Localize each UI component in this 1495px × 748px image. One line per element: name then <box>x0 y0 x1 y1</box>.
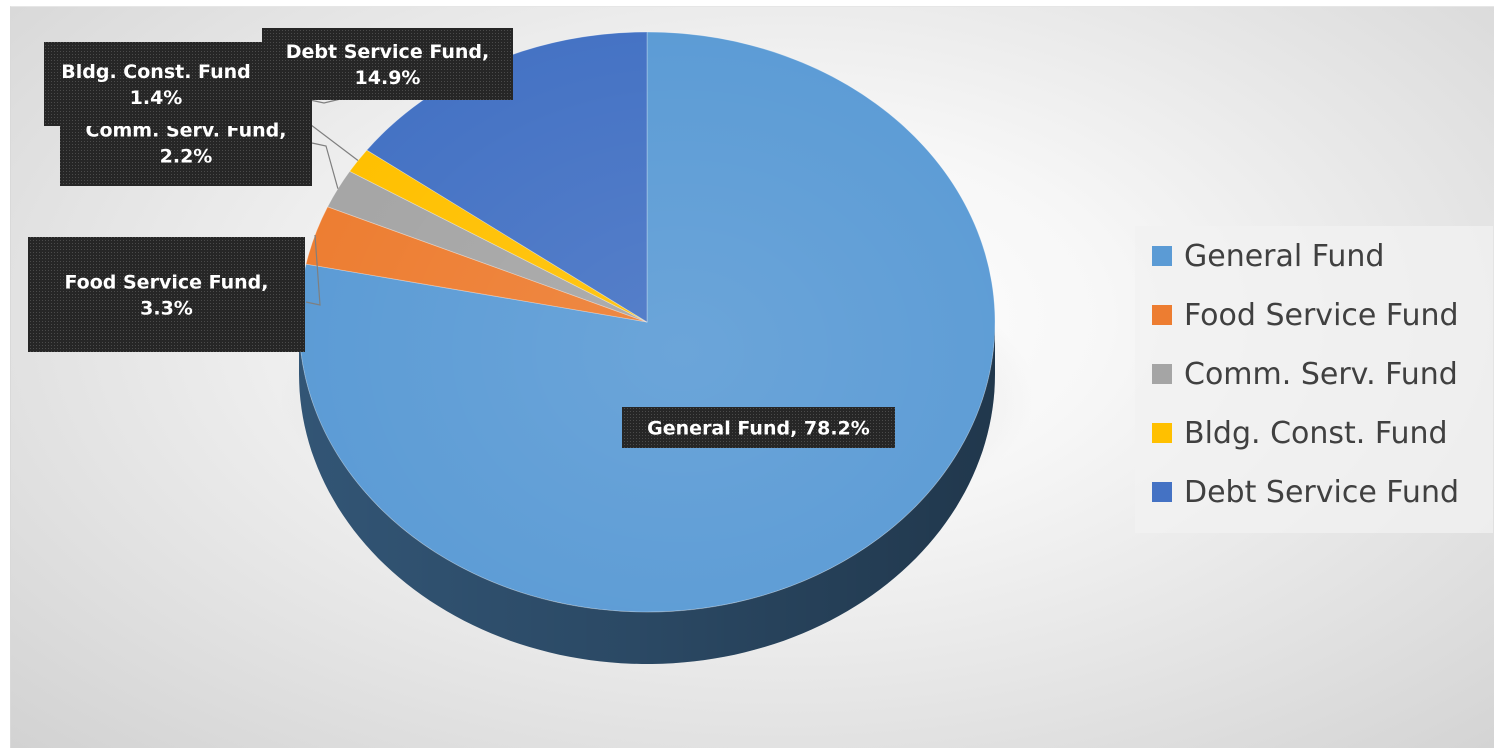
leader-line-food-service-fund <box>305 234 321 306</box>
data-label-text: General Fund, 78.2% <box>647 418 870 440</box>
data-label-box <box>622 407 895 448</box>
data-label-food-service-fund: Food Service Fund, 3.3% <box>28 237 305 352</box>
data-label-debt-service-fund: Debt Service Fund, 14.9% <box>262 28 513 100</box>
data-label-box <box>28 237 305 352</box>
data-label-general-fund: General Fund, 78.2% <box>622 407 895 448</box>
data-label-text: 14.9% <box>355 67 421 89</box>
legend-item-debt-service-fund[interactable]: Debt Service Fund <box>1152 475 1459 510</box>
data-label-text: 1.4% <box>130 87 183 109</box>
data-label-text: Food Service Fund, <box>64 272 268 294</box>
legend-label: Food Service Fund <box>1184 298 1459 333</box>
legend-label: General Fund <box>1184 239 1384 274</box>
leader-line-comm-serv-fund <box>311 142 339 189</box>
legend-background <box>1135 226 1493 533</box>
data-label-text: 3.3% <box>140 298 193 320</box>
data-label-text: Bldg. Const. Fund <box>61 61 250 83</box>
legend-label: Comm. Serv. Fund <box>1184 357 1458 392</box>
legend-label: Debt Service Fund <box>1184 475 1459 510</box>
legend-swatch <box>1152 246 1172 266</box>
legend-item-bldg-const-fund[interactable]: Bldg. Const. Fund <box>1152 416 1448 451</box>
data-label-text: 2.2% <box>160 146 213 168</box>
legend-swatch <box>1152 423 1172 443</box>
pie-side-shading <box>299 322 995 664</box>
data-label-box <box>44 42 268 126</box>
legend-label: Bldg. Const. Fund <box>1184 416 1448 451</box>
legend-swatch <box>1152 305 1172 325</box>
legend-swatch <box>1152 364 1172 384</box>
data-label-bldg-const-fund: Bldg. Const. Fund 1.4% <box>44 42 268 126</box>
legend-item-comm-serv-fund[interactable]: Comm. Serv. Fund <box>1152 357 1458 392</box>
data-label-text: Debt Service Fund, <box>286 41 489 63</box>
data-label-box <box>262 28 513 100</box>
legend-item-food-service-fund[interactable]: Food Service Fund <box>1152 298 1459 333</box>
pie-top-shine <box>299 32 995 612</box>
legend-item-general-fund[interactable]: General Fund <box>1152 239 1384 274</box>
legend-swatch <box>1152 482 1172 502</box>
